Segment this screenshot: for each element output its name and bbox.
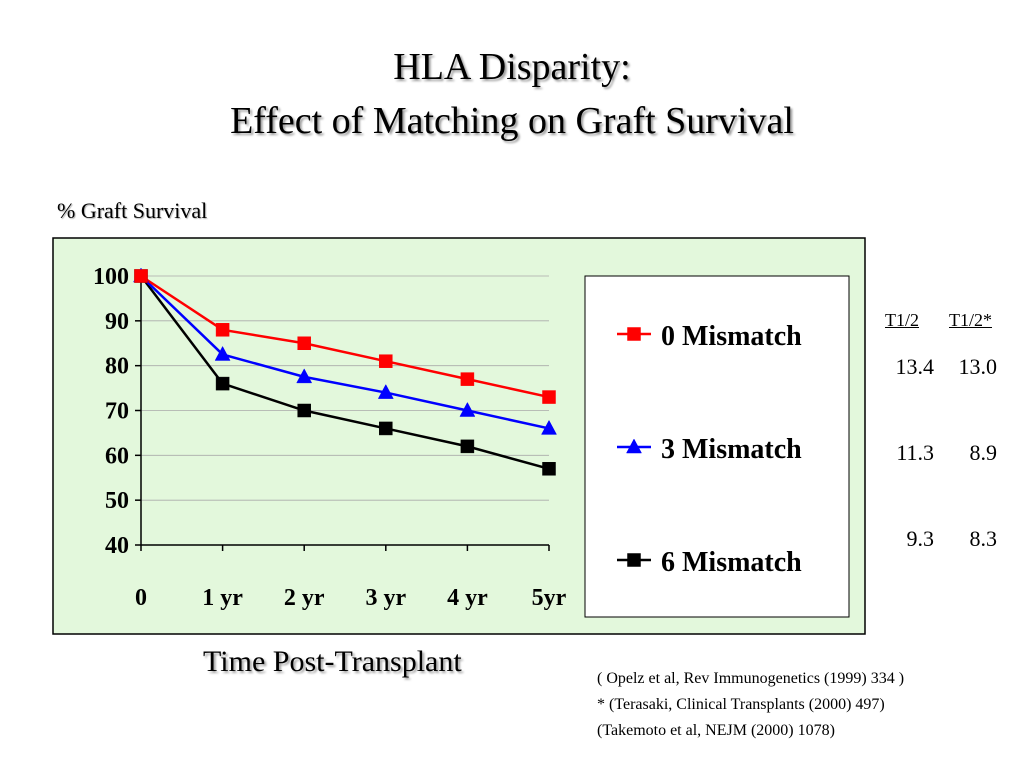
reference-item: * (Terasaki, Clinical Transplants (2000)… xyxy=(597,696,885,713)
half-life-cell: 9.3 xyxy=(906,526,935,551)
half-life-cell: 13.0 xyxy=(958,354,998,379)
series-lines xyxy=(140,274,550,470)
y-tick-label: 90 xyxy=(105,309,129,335)
half-life-header-2: T1/2* xyxy=(949,310,992,330)
data-point xyxy=(379,421,393,436)
data-point xyxy=(297,336,311,350)
data-point xyxy=(214,345,231,361)
y-tick-label: 80 xyxy=(105,354,129,380)
legend-label: 3 Mismatch xyxy=(661,434,802,465)
legend-marker xyxy=(627,327,641,341)
x-tick-label: 3 yr xyxy=(365,585,406,611)
data-point xyxy=(542,462,556,476)
y-tick-label: 70 xyxy=(105,399,129,425)
legend-label: 0 Mismatch xyxy=(661,321,802,352)
y-tick-label: 50 xyxy=(105,488,129,514)
data-point xyxy=(542,390,556,404)
data-point xyxy=(460,372,475,386)
data-point xyxy=(134,269,148,283)
data-point xyxy=(215,323,230,337)
legend-marker xyxy=(627,553,641,567)
slide-title-line-2: Effect of Matching on Graft Survival xyxy=(230,100,794,142)
y-tick-label: 40 xyxy=(105,533,129,559)
x-tick-label: 1 yr xyxy=(202,585,243,611)
data-point xyxy=(377,384,394,399)
series-line xyxy=(140,275,550,430)
data-point xyxy=(215,376,230,391)
reference-item: ( Opelz et al, Rev Immunogenetics (1999)… xyxy=(597,670,905,687)
y-tick-labels: 100 90 80 70 60 50 40 xyxy=(93,264,129,559)
series-markers xyxy=(133,267,557,476)
series-line xyxy=(140,275,550,470)
data-point xyxy=(541,419,557,435)
half-life-cell: 13.4 xyxy=(895,354,935,379)
legend-label: 6 Mismatch xyxy=(661,547,802,578)
reference-item: (Takemoto et al, NEJM (2000) 1078) xyxy=(597,722,835,739)
y-tick-label: 60 xyxy=(105,443,129,469)
series-line xyxy=(140,274,550,399)
half-life-cell: 11.3 xyxy=(896,440,934,465)
x-tick-labels: 0 1 yr 2 yr 3 yr 4 yr 5yr xyxy=(135,585,567,611)
x-axis-title: Time Post-Transplant xyxy=(203,645,462,678)
legend-marker xyxy=(626,438,642,454)
slide-title-line-1: HLA Disparity: xyxy=(393,46,631,88)
references: ( Opelz et al, Rev Immunogenetics (1999)… xyxy=(597,666,904,744)
data-point xyxy=(460,439,475,454)
data-point xyxy=(297,403,311,418)
legend: 0 Mismatch 3 Mismatch 6 Mismatch xyxy=(617,321,802,578)
x-tick-label: 2 yr xyxy=(284,585,325,611)
data-point xyxy=(459,401,476,417)
x-tick-label: 0 xyxy=(135,585,147,611)
x-tick-label: 4 yr xyxy=(447,585,488,611)
data-point xyxy=(379,354,393,368)
axes xyxy=(135,275,550,551)
data-point xyxy=(296,368,313,384)
y-tick-label: 100 xyxy=(93,264,129,290)
x-tick-label: 5yr xyxy=(532,585,567,611)
half-life-cell: 8.9 xyxy=(969,440,998,465)
half-life-header-1: T1/2 xyxy=(885,310,919,330)
y-axis-title: % Graft Survival xyxy=(57,198,208,223)
half-life-cell: 8.3 xyxy=(969,526,998,551)
